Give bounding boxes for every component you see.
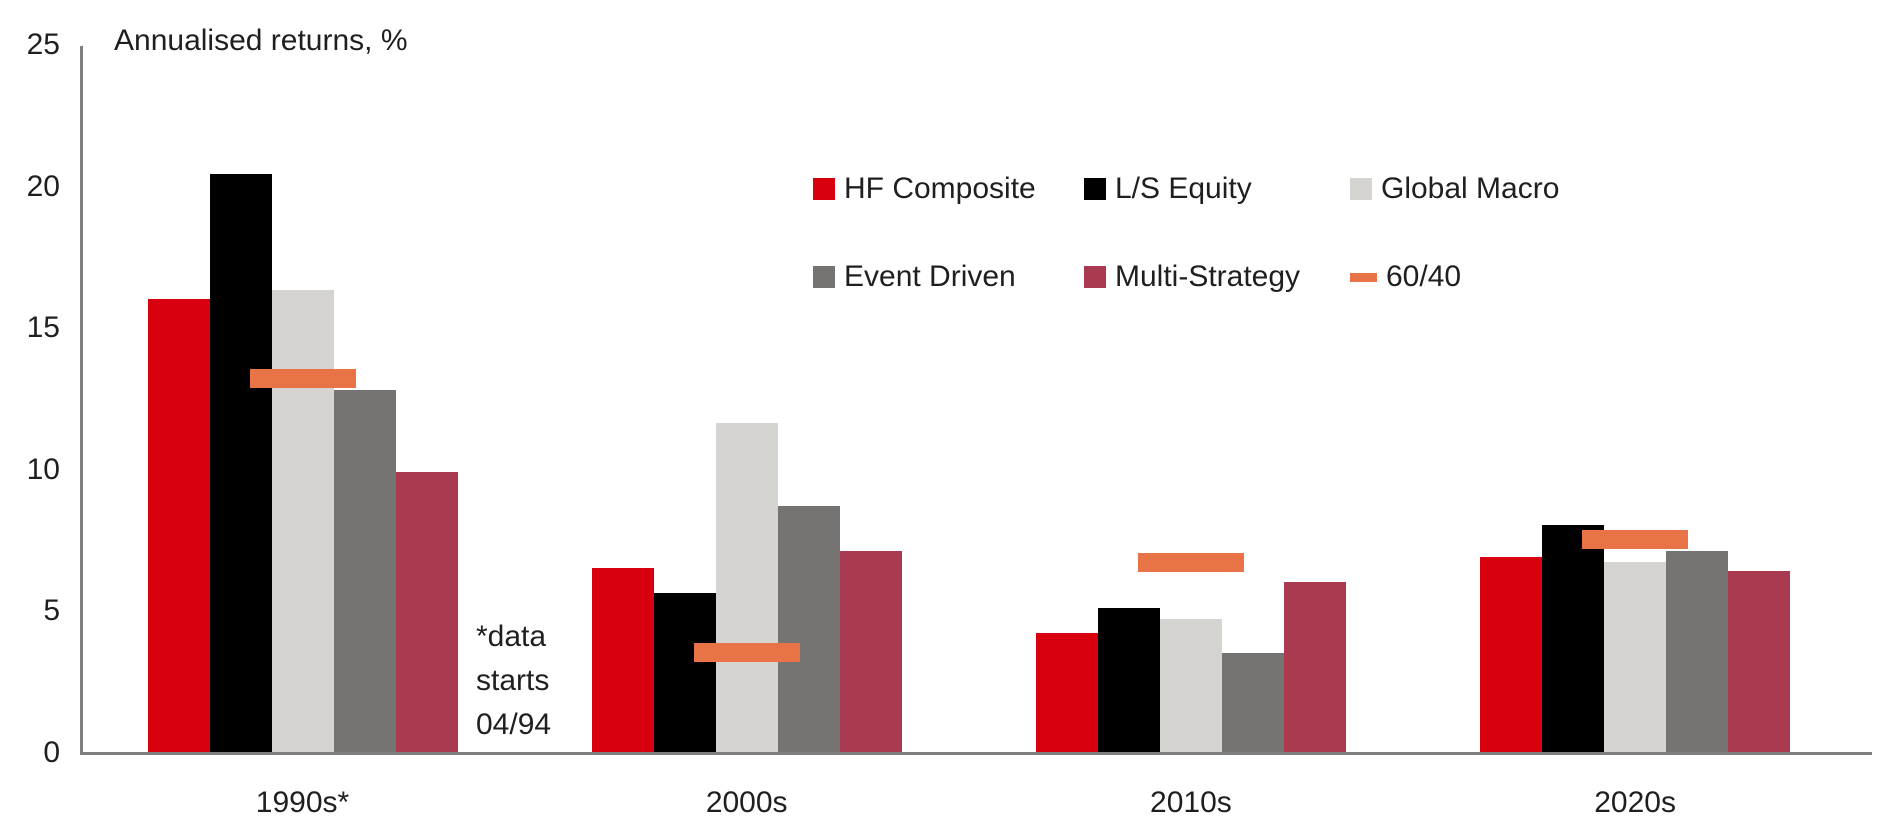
legend-swatch-icon bbox=[1084, 178, 1106, 200]
bar-hf-composite-2020s bbox=[1480, 556, 1543, 752]
bar-global-macro-2020s bbox=[1604, 562, 1667, 752]
legend-item-multi-strategy: Multi-Strategy bbox=[1084, 260, 1300, 294]
y-axis-line bbox=[80, 46, 83, 755]
y-tick-label-15: 15 bbox=[26, 311, 60, 345]
legend-item-hf-composite: HF Composite bbox=[813, 172, 1036, 206]
bar-event-driven-2020s bbox=[1666, 550, 1729, 752]
marker-60-40-2000s bbox=[693, 643, 800, 663]
bar-global-macro-1990s bbox=[271, 290, 334, 752]
bar-multi-strategy-2010s bbox=[1283, 582, 1346, 752]
bar-l-s-equity-1990s bbox=[209, 174, 272, 752]
legend-label: Event Driven bbox=[844, 260, 1016, 293]
footnote-line: *data bbox=[476, 620, 547, 653]
x-axis-label-2010s: 2010s bbox=[1150, 786, 1232, 819]
x-axis-label-2000s: 2000s bbox=[705, 786, 788, 819]
marker-60-40-1990s bbox=[249, 368, 356, 388]
x-axis-label-2020s: 2020s bbox=[1594, 786, 1676, 819]
chart-title: Annualised returns, % bbox=[114, 24, 408, 57]
footnote-line: 04/94 bbox=[476, 708, 552, 741]
bar-hf-composite-1990s bbox=[147, 298, 210, 752]
bar-event-driven-1990s bbox=[333, 389, 396, 752]
y-tick-label-0: 0 bbox=[43, 736, 60, 769]
bar-global-macro-2000s bbox=[715, 423, 778, 752]
bar-l-s-equity-2010s bbox=[1097, 607, 1160, 752]
legend-swatch-icon bbox=[813, 266, 835, 288]
legend-dash-icon bbox=[1350, 272, 1377, 282]
footnote-line: starts bbox=[476, 664, 550, 697]
bar-l-s-equity-2000s bbox=[653, 593, 716, 752]
bar-global-macro-2010s bbox=[1159, 618, 1222, 752]
bar-event-driven-2000s bbox=[777, 505, 840, 752]
bar-l-s-equity-2020s bbox=[1542, 525, 1605, 752]
marker-60-40-2020s bbox=[1582, 530, 1689, 550]
bar-multi-strategy-2020s bbox=[1728, 570, 1791, 752]
legend-swatch-icon bbox=[813, 178, 835, 200]
legend-swatch-icon bbox=[1350, 178, 1372, 200]
y-tick-label-20: 20 bbox=[26, 169, 60, 203]
legend-item-l-s-equity: L/S Equity bbox=[1084, 172, 1252, 206]
legend-label: HF Composite bbox=[844, 172, 1036, 205]
bar-multi-strategy-1990s bbox=[395, 471, 458, 752]
legend-item-60-40: 60/40 bbox=[1350, 260, 1461, 294]
bar-hf-composite-2010s bbox=[1035, 633, 1098, 752]
legend-label: L/S Equity bbox=[1115, 172, 1252, 205]
footnote-data-starts: *data starts 04/94 bbox=[476, 615, 551, 747]
legend-label: 60/40 bbox=[1386, 260, 1462, 293]
y-tick-label-25: 25 bbox=[26, 28, 60, 61]
marker-60-40-2010s bbox=[1137, 552, 1244, 572]
legend-swatch-icon bbox=[1084, 266, 1106, 288]
x-axis-label-1990s: 1990s* bbox=[255, 786, 350, 819]
bar-event-driven-2010s bbox=[1221, 652, 1284, 752]
x-axis-line bbox=[80, 752, 1872, 755]
legend-item-global-macro: Global Macro bbox=[1350, 172, 1559, 206]
y-tick-label-10: 10 bbox=[26, 452, 60, 486]
legend-label: Multi-Strategy bbox=[1115, 260, 1301, 293]
legend-item-event-driven: Event Driven bbox=[813, 260, 1016, 294]
bar-multi-strategy-2000s bbox=[839, 550, 902, 752]
y-tick-label-5: 5 bbox=[43, 594, 60, 628]
legend-label: Global Macro bbox=[1381, 172, 1560, 205]
bar-hf-composite-2000s bbox=[591, 567, 654, 752]
